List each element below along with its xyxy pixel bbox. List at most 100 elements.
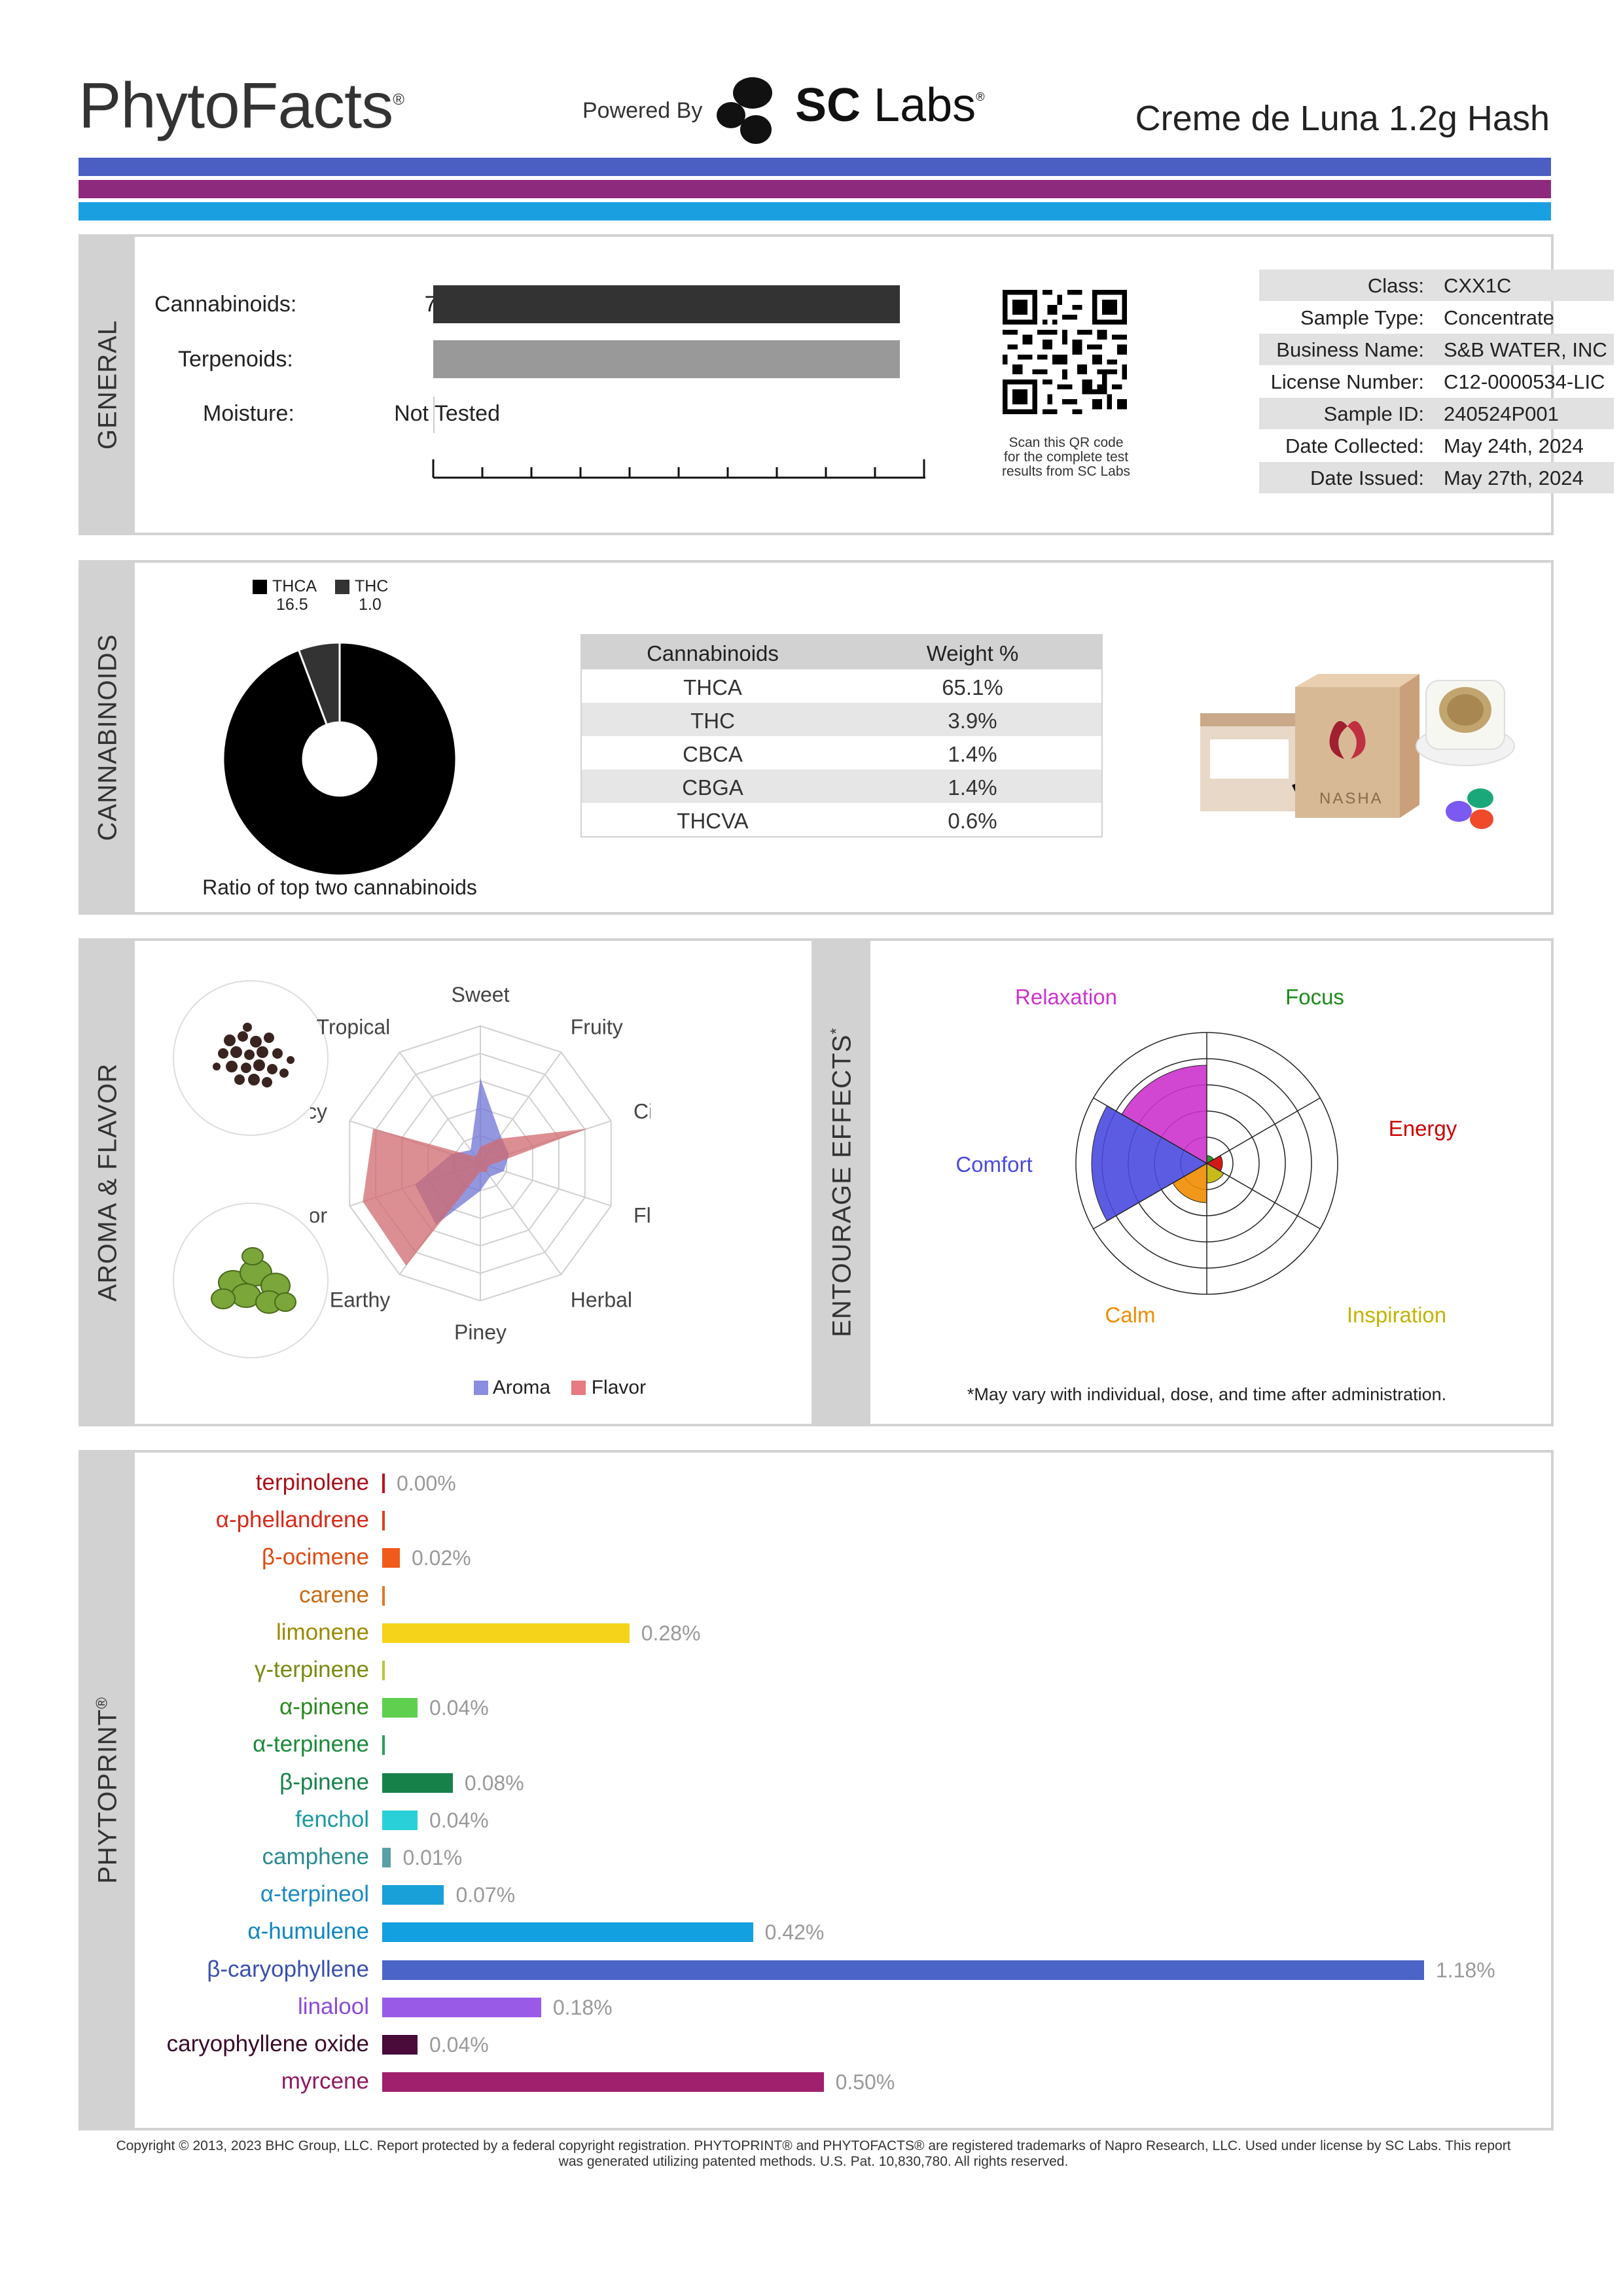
terpene-label: β-pinene — [279, 1769, 369, 1795]
terpene-bar-chart: terpinolene 0.00% α-phellandrene β-ocimene 0… — [81, 1453, 1551, 2128]
table-header: Cannabinoids Weight % — [582, 635, 1101, 669]
terpene-value: 0.07% — [455, 1883, 516, 1907]
table-row: THCA 65.1% — [683, 675, 1003, 699]
terpene-label: α-pinene — [279, 1694, 369, 1720]
info-row-class: Class: CXX1C — [1259, 270, 1614, 301]
terpene-bar — [382, 1810, 418, 1830]
terpenoids-label: Terpenoids: — [178, 347, 293, 372]
terpene-bar — [382, 1922, 753, 1943]
terpene-value: 0.18% — [552, 1995, 613, 2019]
terpene-bar — [382, 2035, 418, 2055]
radar-axis-label: Tropical — [317, 1015, 391, 1038]
legend-label-thca: THCA — [272, 577, 317, 595]
moisture-value: Not Tested — [394, 401, 500, 426]
radar-axis-label: Citrusy — [633, 1099, 651, 1123]
svg-text:NASHA: NASHA — [1319, 790, 1383, 807]
rose-label-relaxation: Relaxation — [1015, 985, 1117, 1009]
donut-legend: THCA 16.5 THC 1.0 — [253, 576, 423, 622]
qr-caption: Scan this QR code for the complete test … — [1001, 435, 1131, 479]
section-title: GENERAL — [93, 319, 122, 450]
section-title: ENTOURAGE EFFECTS* — [827, 1027, 857, 1337]
terpene-bar — [382, 1623, 630, 1643]
donut-slice-thc — [297, 641, 341, 726]
radar-axis-label: Spicy — [310, 1099, 327, 1123]
entourage-effects-rose-chart: Relaxation Focus Energy Inspiration Calm Comf… — [955, 985, 1457, 1327]
terpene-bar — [382, 1698, 418, 1718]
qr-code[interactable] — [1003, 290, 1127, 414]
terpene-label: β-caryophyllene — [207, 1956, 369, 1982]
terpene-label: α-humulene — [247, 1918, 369, 1945]
rose-spoke — [1206, 1097, 1321, 1164]
powered-by-label: Powered By — [582, 98, 703, 123]
terpene-label: limonene — [276, 1619, 369, 1645]
pepper-image — [173, 980, 329, 1136]
rose-spoke — [1206, 1163, 1321, 1229]
terpene-label: caryophyllene oxide — [166, 2031, 369, 2057]
cannabinoids-sidebar: CANNABINOIDS — [81, 563, 135, 912]
table-row: THCVA 0.6% — [677, 809, 997, 833]
terpene-bar — [382, 1661, 385, 1680]
aroma-sidebar: AROMA & FLAVOR — [81, 941, 135, 1424]
rose-sector-comfort — [1091, 1105, 1207, 1222]
terpene-label: α-phellandrene — [215, 1507, 369, 1533]
rose-label-calm: Calm — [1105, 1303, 1155, 1327]
terpene-value: 0.01% — [402, 1846, 463, 1869]
terpene-label: camphene — [262, 1844, 369, 1869]
sc-labs-wordmark: SC Labs® — [795, 79, 985, 132]
info-row-date-issued: Date Issued: May 27th, 2024 — [1259, 462, 1614, 493]
terpene-value: 0.04% — [429, 1808, 489, 1832]
entourage-effects-panel: ENTOURAGE EFFECTS* Relaxation Focus Energy… — [812, 938, 1554, 1426]
rose-sector-calm — [1172, 1163, 1207, 1203]
rose-spoke — [1093, 1097, 1207, 1164]
terpene-label: terpinolene — [255, 1470, 369, 1495]
terpenoids-bar — [433, 340, 900, 378]
rose-label-focus: Focus — [1285, 985, 1344, 1009]
radar-axis-label: Camphor — [310, 1204, 327, 1227]
terpene-value: 0.28% — [641, 1621, 701, 1645]
terpene-bar — [382, 1548, 400, 1568]
rose-label-inspiration: Inspiration — [1347, 1303, 1446, 1327]
radar-spoke — [399, 1051, 481, 1164]
terpene-label: fenchol — [295, 1806, 369, 1832]
terpene-value: 0.04% — [429, 1696, 489, 1720]
rose-sector-relaxation — [1121, 1065, 1207, 1164]
terpene-bar — [382, 1848, 391, 1867]
legend-value-thc: 1.0 — [359, 595, 382, 614]
donut-slice-thca — [222, 641, 457, 877]
cannabinoids-label: Cannabinoids: — [154, 292, 297, 317]
terpene-value: 0.42% — [764, 1920, 825, 1945]
terpene-label: β-ocimene — [261, 1544, 369, 1570]
terpene-label: γ-terpinene — [254, 1657, 369, 1682]
terpene-value: 0.00% — [397, 1472, 456, 1495]
terpene-bar — [382, 1773, 453, 1793]
section-title: CANNABINOIDS — [93, 633, 122, 841]
header-stripe-purple — [79, 180, 1551, 198]
terpene-label: myrcene — [281, 2068, 369, 2094]
table-row: THC 3.9% — [582, 703, 1101, 736]
terpene-bar — [382, 1585, 385, 1606]
terpene-bar — [382, 1960, 1424, 1980]
legend-value-thca: 16.5 — [276, 595, 308, 614]
legend-swatch-aroma — [474, 1381, 488, 1395]
header-stripe-cyan — [79, 202, 1551, 221]
entourage-sidebar: ENTOURAGE EFFECTS* — [814, 941, 870, 1424]
hops-icon — [211, 1247, 296, 1314]
terpene-label: α-terpinene — [253, 1731, 369, 1757]
radar-series-flavor — [363, 1128, 588, 1266]
legend-swatch-thca — [253, 580, 267, 594]
radar-axis-label: Sweet — [452, 983, 510, 1006]
moisture-bar — [433, 397, 435, 433]
sc-labs-logo-icon — [717, 77, 772, 144]
general-sidebar: GENERAL — [81, 237, 135, 533]
radar-axis-label: Piney — [454, 1320, 507, 1344]
terpene-value: 0.08% — [464, 1771, 524, 1795]
radar-spoke — [480, 1163, 562, 1275]
terpene-label: carene — [298, 1581, 369, 1608]
aroma-flavor-radar-chart: Sweet Fruity Citrusy Floral Herbal Piney Earth… — [310, 983, 651, 1344]
scale-axis — [432, 459, 925, 479]
legend-swatch-thc — [335, 580, 349, 594]
general-panel: GENERAL Cannabinoids: 72.44% Terpenoids:… — [79, 234, 1614, 535]
cannabinoid-ratio-donut — [222, 641, 457, 877]
cannabinoids-bar — [433, 285, 900, 323]
section-title: AROMA & FLAVOR — [93, 1063, 122, 1302]
